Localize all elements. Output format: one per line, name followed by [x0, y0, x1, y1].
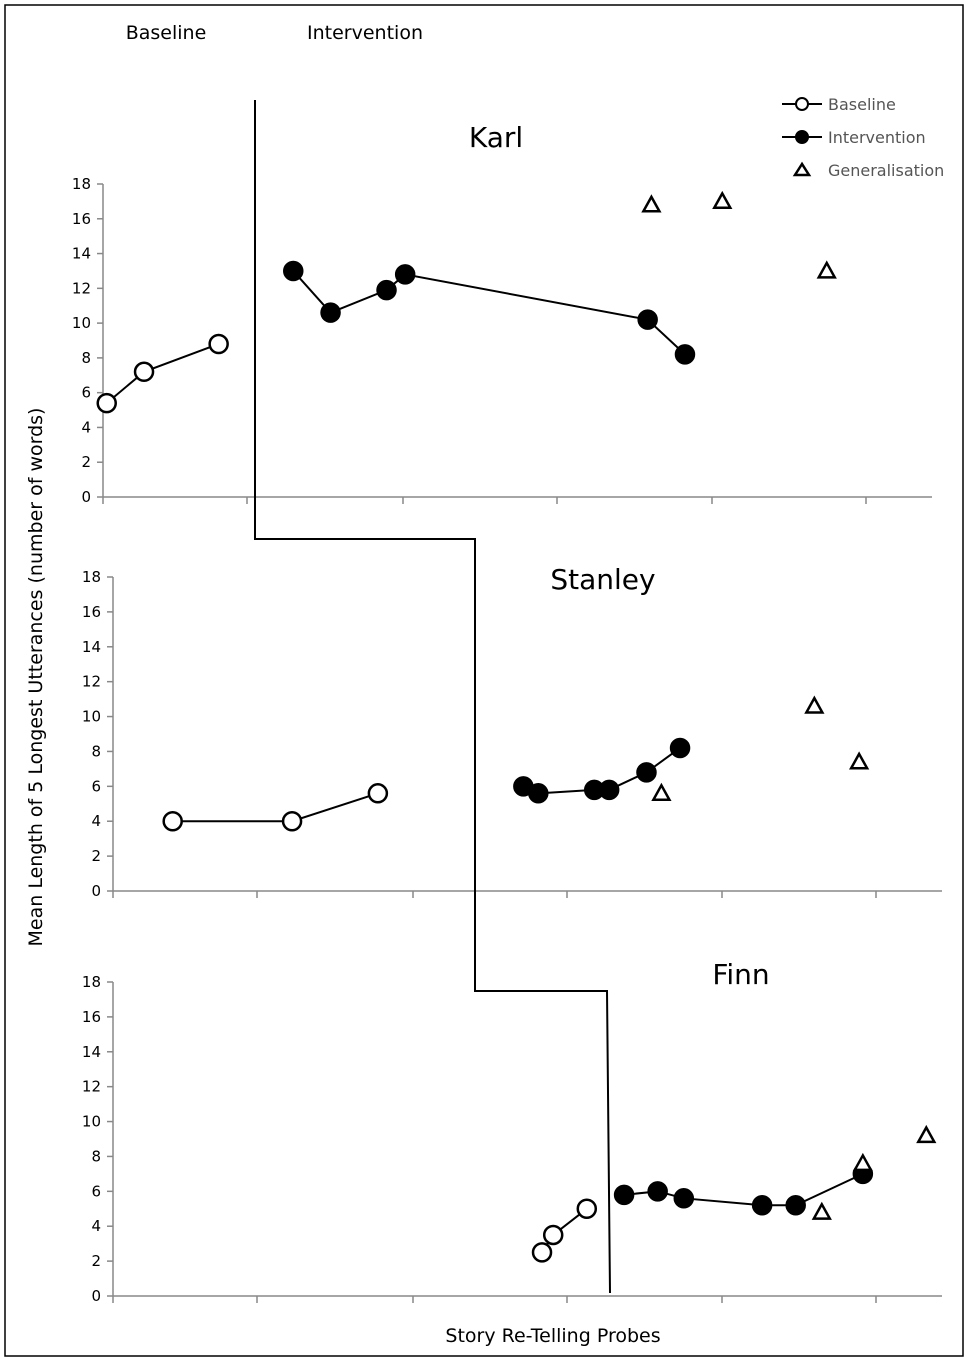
point-finn-generalisation-0 [811, 1201, 832, 1220]
y-tick-label-stanley-0: 0 [91, 882, 101, 900]
point-stanley-baseline-1 [281, 810, 303, 832]
point-stanley-intervention-3 [598, 779, 620, 801]
point-karl-generalisation-2 [816, 260, 837, 279]
point-stanley-baseline-0 [162, 810, 183, 832]
phase-label-intervention: Intervention [307, 22, 423, 44]
y-tick-label-karl-0: 0 [81, 488, 91, 506]
y-tick-label-stanley-2: 2 [91, 847, 101, 865]
point-stanley-intervention-4 [636, 762, 657, 783]
point-finn-intervention-1 [647, 1181, 668, 1202]
point-karl-intervention-0 [283, 260, 304, 282]
point-karl-baseline-1 [133, 361, 155, 383]
point-finn-intervention-3 [751, 1195, 773, 1216]
legend-marker-baseline [795, 97, 809, 111]
y-tick-label-finn-16: 16 [82, 1008, 101, 1026]
panel-stanley: Stanley 0 2 4 6 8 10 12 14 16 18 [82, 563, 942, 900]
point-karl-intervention-4 [637, 309, 658, 330]
y-tick-label-karl-16: 16 [72, 210, 91, 228]
panel-karl: Karl 0 2 4 6 8 10 12 14 16 18 [72, 121, 932, 506]
point-karl-generalisation-0 [641, 194, 662, 213]
phase-change-line [254, 100, 611, 1294]
legend: Baseline Intervention Generalisation [782, 95, 944, 180]
point-karl-baseline-2 [208, 333, 229, 355]
legend-label-generalisation: Generalisation [828, 161, 944, 180]
point-finn-intervention-0 [613, 1184, 635, 1206]
y-tick-label-stanley-10: 10 [82, 708, 101, 726]
point-stanley-generalisation-0 [651, 782, 672, 801]
point-stanley-generalisation-2 [848, 751, 870, 770]
y-tick-label-stanley-16: 16 [82, 603, 101, 621]
y-axis-title: Mean Length of 5 Longest Utterances (num… [25, 408, 47, 947]
y-tick-label-karl-2: 2 [81, 453, 91, 471]
y-tick-label-karl-14: 14 [72, 245, 91, 263]
y-tick-label-stanley-12: 12 [82, 673, 101, 691]
y-tick-label-finn-4: 4 [91, 1217, 101, 1235]
panels-group: Karl 0 2 4 6 8 10 12 14 16 18 Stanley 0 2 4 6 8 10 12 14 16 1… [72, 121, 942, 1305]
legend-marker-generalisation [792, 161, 812, 177]
point-finn-generalisation-2 [916, 1124, 937, 1144]
point-finn-intervention-4 [785, 1195, 806, 1216]
panel-title-stanley: Stanley [550, 563, 655, 596]
point-karl-intervention-3 [394, 264, 416, 285]
legend-marker-intervention [795, 130, 809, 144]
point-karl-generalisation-1 [712, 190, 733, 210]
y-tick-label-finn-14: 14 [82, 1043, 101, 1061]
point-stanley-baseline-2 [367, 783, 389, 804]
y-tick-label-stanley-6: 6 [91, 777, 101, 795]
y-tick-label-karl-12: 12 [72, 279, 91, 297]
point-stanley-intervention-1 [528, 783, 549, 804]
panel-finn: Finn 0 2 4 6 8 10 12 14 16 18 [82, 958, 942, 1305]
point-stanley-generalisation-1 [804, 695, 825, 714]
panel-title-karl: Karl [469, 121, 523, 154]
point-karl-intervention-2 [376, 279, 397, 301]
y-tick-label-finn-6: 6 [91, 1182, 101, 1200]
y-tick-label-finn-18: 18 [82, 973, 101, 991]
legend-label-baseline: Baseline [828, 95, 896, 114]
point-finn-baseline-1 [542, 1224, 564, 1246]
y-tick-label-karl-4: 4 [81, 418, 91, 436]
point-finn-baseline-2 [576, 1198, 598, 1220]
y-tick-label-finn-0: 0 [91, 1287, 101, 1305]
point-karl-intervention-5 [674, 344, 696, 365]
panel-title-finn: Finn [712, 958, 769, 991]
y-tick-label-karl-6: 6 [81, 384, 91, 402]
figure-frame [4, 4, 964, 1357]
point-stanley-intervention-5 [669, 737, 691, 759]
point-finn-intervention-2 [673, 1188, 695, 1209]
phase-label-baseline: Baseline [126, 22, 207, 44]
point-karl-baseline-0 [96, 392, 117, 414]
y-tick-label-finn-12: 12 [82, 1078, 101, 1096]
y-tick-label-finn-10: 10 [82, 1113, 101, 1131]
y-tick-label-karl-10: 10 [72, 314, 91, 332]
y-tick-label-stanley-14: 14 [82, 638, 101, 656]
x-axis-title: Story Re-Telling Probes [445, 1325, 660, 1347]
point-finn-generalisation-1 [852, 1152, 873, 1172]
y-tick-label-stanley-4: 4 [91, 812, 101, 830]
point-finn-baseline-0 [531, 1242, 553, 1263]
legend-label-intervention: Intervention [828, 128, 926, 147]
y-tick-label-stanley-18: 18 [82, 568, 101, 586]
y-tick-label-stanley-8: 8 [91, 742, 101, 760]
point-karl-intervention-1 [320, 302, 341, 323]
y-tick-label-finn-8: 8 [91, 1147, 101, 1165]
y-tick-label-karl-18: 18 [72, 175, 91, 193]
y-tick-label-finn-2: 2 [91, 1252, 101, 1270]
y-tick-label-karl-8: 8 [81, 349, 91, 367]
